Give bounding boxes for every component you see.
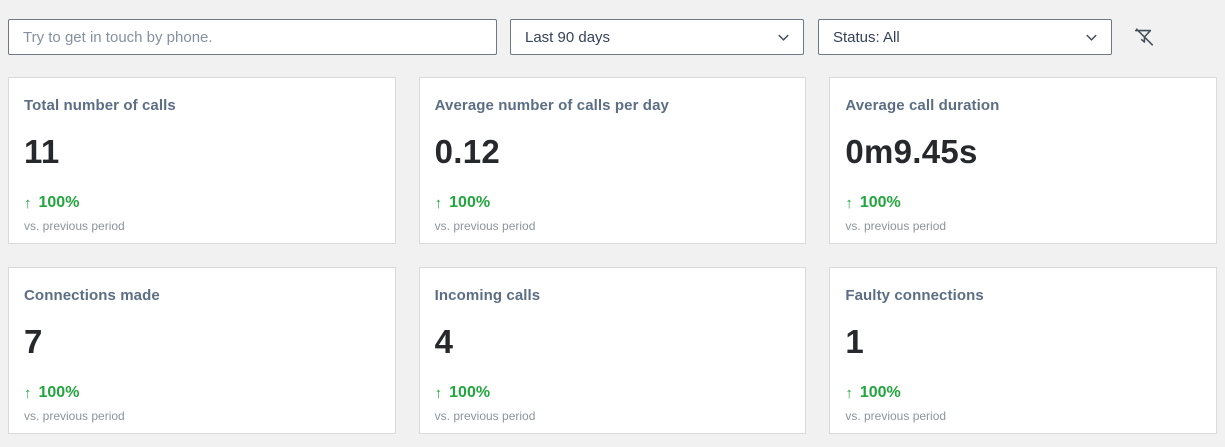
stat-card-delta-value: 100% bbox=[38, 194, 80, 211]
stat-card-delta-value: 100% bbox=[859, 194, 901, 211]
stat-card-comparison: vs. previous period bbox=[434, 219, 536, 233]
stat-card-title: Average call duration bbox=[845, 97, 1000, 114]
stat-card-value: 0.12 bbox=[434, 133, 501, 170]
stat-card-comparison: vs. previous period bbox=[24, 219, 125, 233]
arrow-up-icon: ↑ bbox=[845, 194, 853, 212]
stat-card-incoming-calls: Incoming calls 4 ↑ 100% vs. previous per… bbox=[418, 267, 807, 434]
stat-card-delta: ↑ 100% bbox=[24, 195, 380, 211]
stat-card-delta: ↑ 100% bbox=[845, 385, 1201, 401]
arrow-up-icon: ↑ bbox=[24, 194, 32, 212]
filter-bar: Last 90 days Status: All bbox=[0, 0, 1225, 55]
stat-card-delta-value: 100% bbox=[859, 384, 901, 401]
filter-off-icon bbox=[1134, 28, 1154, 46]
stat-card-comparison: vs. previous period bbox=[845, 219, 947, 233]
stat-card-value: 4 bbox=[434, 323, 454, 360]
search-input[interactable] bbox=[8, 19, 497, 55]
stat-card-connections-made: Connections made 7 ↑ 100% vs. previous p… bbox=[8, 267, 396, 434]
clear-filters-button[interactable] bbox=[1130, 23, 1158, 51]
arrow-up-icon: ↑ bbox=[434, 384, 443, 402]
arrow-up-icon: ↑ bbox=[434, 194, 443, 212]
stat-card-delta-value: 100% bbox=[38, 384, 80, 401]
stat-card-delta: ↑ 100% bbox=[435, 195, 791, 211]
stat-card-value: 11 bbox=[24, 133, 60, 170]
stat-card-total-calls: Total number of calls 11 ↑ 100% vs. prev… bbox=[8, 77, 396, 244]
stat-card-faulty-connections: Faulty connections 1 ↑ 100% vs. previous… bbox=[829, 267, 1217, 434]
arrow-up-icon: ↑ bbox=[24, 384, 32, 402]
stat-card-comparison: vs. previous period bbox=[845, 409, 947, 423]
stat-card-value: 1 bbox=[845, 323, 864, 360]
stat-card-value: 0m9.45s bbox=[845, 133, 978, 170]
stat-card-value: 7 bbox=[24, 323, 43, 360]
stats-cards-grid: Total number of calls 11 ↑ 100% vs. prev… bbox=[8, 77, 1217, 434]
stat-card-delta: ↑ 100% bbox=[24, 385, 380, 401]
stat-card-comparison: vs. previous period bbox=[434, 409, 536, 423]
stat-card-avg-call-duration: Average call duration 0m9.45s ↑ 100% vs.… bbox=[829, 77, 1217, 244]
stat-card-avg-calls-per-day: Average number of calls per day 0.12 ↑ 1… bbox=[418, 77, 807, 244]
stat-card-delta: ↑ 100% bbox=[845, 195, 1201, 211]
stat-card-delta: ↑ 100% bbox=[435, 385, 791, 401]
chevron-down-icon bbox=[778, 34, 789, 41]
stat-card-comparison: vs. previous period bbox=[24, 409, 125, 423]
chevron-down-icon bbox=[1086, 34, 1097, 41]
date-range-dropdown[interactable]: Last 90 days bbox=[510, 19, 804, 55]
date-range-dropdown-value: Last 90 days bbox=[525, 28, 611, 46]
status-dropdown[interactable]: Status: All bbox=[818, 19, 1112, 55]
stat-card-title: Total number of calls bbox=[24, 97, 176, 114]
stat-card-delta-value: 100% bbox=[449, 384, 491, 401]
stat-card-title: Incoming calls bbox=[434, 287, 541, 304]
status-dropdown-value: Status: All bbox=[833, 28, 900, 46]
stat-card-delta-value: 100% bbox=[449, 194, 491, 211]
stat-card-title: Faulty connections bbox=[845, 287, 984, 304]
stat-card-title: Connections made bbox=[24, 287, 160, 304]
arrow-up-icon: ↑ bbox=[845, 384, 853, 402]
stat-card-title: Average number of calls per day bbox=[434, 97, 669, 114]
